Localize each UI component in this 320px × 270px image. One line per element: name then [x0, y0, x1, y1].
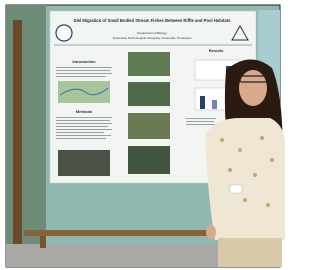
- poster-title: Diel Migration of Small Bodied Stream Fi…: [74, 18, 231, 23]
- name-badge: [230, 185, 242, 193]
- easel-bar: [24, 230, 214, 236]
- pants: [218, 238, 282, 267]
- section-heading: Methods: [76, 109, 93, 114]
- bar-figure: [212, 100, 217, 109]
- university: Tennessee Technological University, Cook…: [113, 36, 192, 40]
- photo: Diel Migration of Small Bodied Stream Fi…: [0, 0, 285, 270]
- photo-figure: [128, 113, 170, 139]
- section-heading: Introduction: [72, 59, 96, 64]
- easel-pole: [13, 20, 22, 250]
- easel-leg: [40, 236, 46, 248]
- photo-figure: [128, 146, 170, 174]
- page: {"poster": { "title": "Diel Migration of…: [0, 0, 285, 270]
- hand: [206, 225, 216, 239]
- left-wall: [6, 5, 46, 267]
- photo-figure: [128, 52, 170, 76]
- department: Department of Biology: [137, 31, 167, 35]
- photo-figure: [58, 150, 110, 176]
- photo-figure: [128, 82, 170, 106]
- logo: [56, 25, 72, 41]
- shirt: [205, 118, 285, 240]
- bar-figure: [200, 96, 205, 109]
- section-heading: Results: [209, 48, 224, 53]
